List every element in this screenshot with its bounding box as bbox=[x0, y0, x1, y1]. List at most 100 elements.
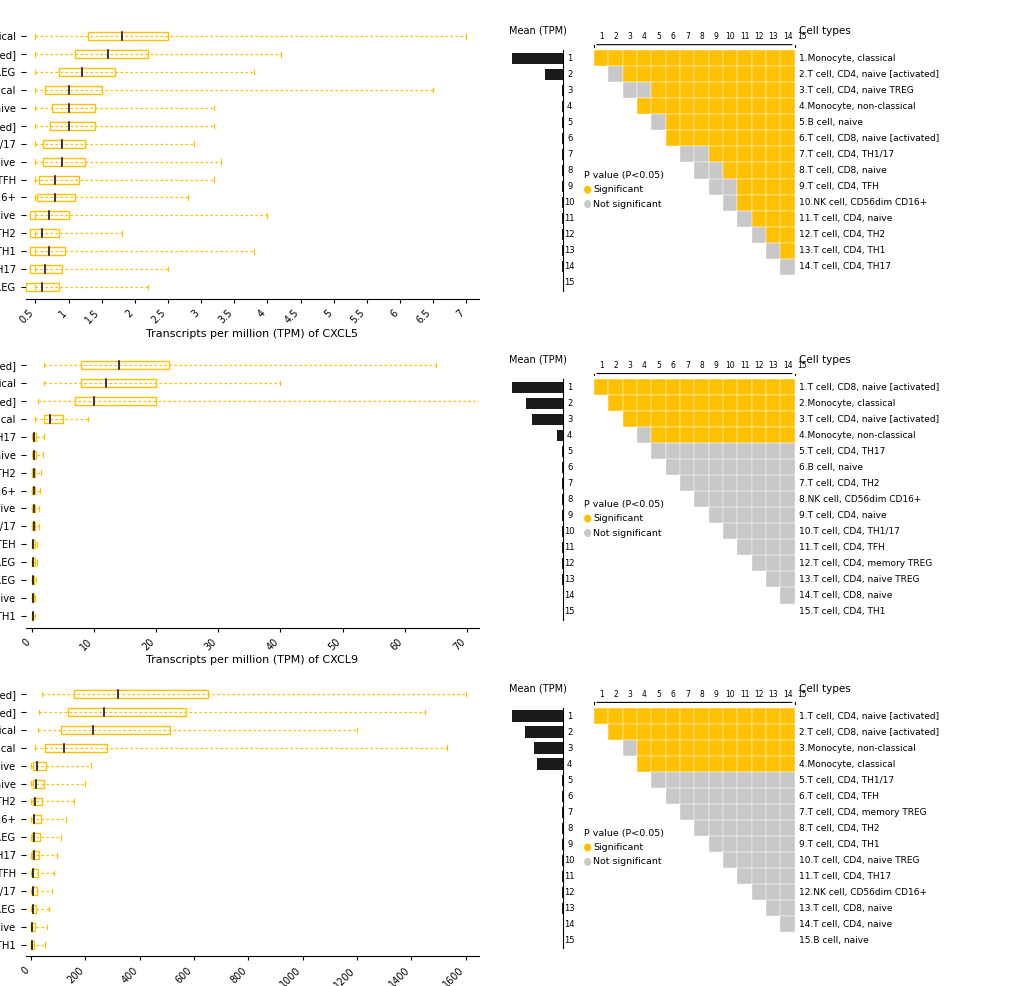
Bar bbox=[33, 487, 36, 494]
Bar bbox=[765, 740, 780, 756]
Bar bbox=[780, 395, 794, 411]
Bar bbox=[722, 395, 737, 411]
Text: 7: 7 bbox=[684, 361, 689, 371]
Text: Cell types: Cell types bbox=[798, 355, 850, 365]
Bar bbox=[694, 820, 708, 836]
Text: 6: 6 bbox=[567, 792, 572, 801]
Bar bbox=[31, 211, 68, 219]
Bar bbox=[44, 140, 85, 148]
Bar bbox=[637, 66, 651, 83]
Bar bbox=[751, 459, 765, 475]
Bar bbox=[765, 756, 780, 772]
Text: 3: 3 bbox=[567, 743, 572, 752]
Bar bbox=[708, 83, 722, 99]
Bar bbox=[751, 194, 765, 211]
Bar bbox=[32, 941, 35, 949]
Bar bbox=[722, 66, 737, 83]
Text: 1: 1 bbox=[567, 712, 572, 721]
Bar bbox=[665, 740, 680, 756]
Bar bbox=[31, 265, 62, 273]
Bar bbox=[751, 805, 765, 820]
Bar bbox=[765, 147, 780, 163]
Bar bbox=[780, 243, 794, 258]
Bar bbox=[680, 380, 694, 395]
Bar bbox=[751, 788, 765, 805]
Bar bbox=[737, 820, 751, 836]
Bar bbox=[737, 788, 751, 805]
Bar bbox=[680, 83, 694, 99]
Bar bbox=[737, 524, 751, 539]
Bar bbox=[722, 524, 737, 539]
Text: 1.Monocyte, classical: 1.Monocyte, classical bbox=[798, 54, 895, 63]
Text: 3: 3 bbox=[627, 690, 632, 699]
Bar bbox=[608, 708, 623, 724]
Bar bbox=[74, 690, 208, 698]
Text: 9: 9 bbox=[567, 182, 572, 191]
Bar bbox=[765, 572, 780, 588]
Bar bbox=[722, 50, 737, 66]
Bar bbox=[608, 66, 623, 83]
Text: 6.T cell, CD8, naive [activated]: 6.T cell, CD8, naive [activated] bbox=[798, 134, 938, 143]
Text: Significant: Significant bbox=[593, 185, 643, 194]
Bar bbox=[31, 247, 65, 255]
Bar bbox=[680, 66, 694, 83]
Text: 12.T cell, CD4, TH2: 12.T cell, CD4, TH2 bbox=[798, 230, 884, 239]
Bar bbox=[780, 852, 794, 869]
Bar bbox=[37, 193, 75, 201]
Bar bbox=[708, 805, 722, 820]
Bar bbox=[722, 491, 737, 508]
Text: 2.Monocyte, classical: 2.Monocyte, classical bbox=[798, 398, 895, 407]
Bar bbox=[665, 708, 680, 724]
Bar bbox=[737, 869, 751, 884]
Bar bbox=[722, 724, 737, 740]
Text: 13: 13 bbox=[564, 575, 575, 584]
Bar bbox=[33, 505, 35, 513]
Text: 9: 9 bbox=[713, 690, 717, 699]
Bar bbox=[708, 475, 722, 491]
Bar bbox=[637, 756, 651, 772]
Bar bbox=[751, 756, 765, 772]
Bar bbox=[722, 805, 737, 820]
Bar bbox=[651, 427, 665, 444]
Bar bbox=[694, 147, 708, 163]
Bar bbox=[708, 444, 722, 459]
Bar bbox=[651, 411, 665, 427]
Text: 8: 8 bbox=[699, 33, 703, 41]
Bar bbox=[737, 491, 751, 508]
Text: 1.T cell, CD8, naive [activated]: 1.T cell, CD8, naive [activated] bbox=[798, 383, 938, 391]
Text: 8.T cell, CD8, naive: 8.T cell, CD8, naive bbox=[798, 166, 886, 175]
Bar bbox=[680, 708, 694, 724]
Text: 3: 3 bbox=[627, 361, 632, 371]
Bar bbox=[89, 33, 168, 40]
X-axis label: Transcripts per million (TPM) of CXCL5: Transcripts per million (TPM) of CXCL5 bbox=[147, 328, 358, 338]
Bar bbox=[737, 724, 751, 740]
Bar bbox=[665, 83, 680, 99]
Bar bbox=[39, 176, 78, 183]
Bar bbox=[780, 114, 794, 130]
Bar bbox=[694, 708, 708, 724]
Bar bbox=[751, 836, 765, 852]
Bar bbox=[694, 491, 708, 508]
Bar bbox=[32, 576, 34, 584]
Bar bbox=[61, 726, 169, 734]
Bar bbox=[694, 99, 708, 114]
Text: 5: 5 bbox=[655, 33, 660, 41]
Bar bbox=[780, 444, 794, 459]
Text: 14: 14 bbox=[782, 361, 792, 371]
Bar bbox=[82, 380, 156, 387]
Bar bbox=[44, 158, 85, 166]
Bar bbox=[680, 788, 694, 805]
Bar bbox=[680, 50, 694, 66]
Bar bbox=[680, 805, 694, 820]
Bar bbox=[593, 380, 608, 395]
Bar bbox=[765, 836, 780, 852]
Bar bbox=[708, 380, 722, 395]
Bar bbox=[708, 820, 722, 836]
Bar bbox=[737, 836, 751, 852]
Bar bbox=[694, 83, 708, 99]
Bar bbox=[780, 380, 794, 395]
Bar bbox=[780, 572, 794, 588]
Bar bbox=[737, 740, 751, 756]
Text: 9: 9 bbox=[567, 511, 572, 520]
Text: 5.B cell, naive: 5.B cell, naive bbox=[798, 118, 862, 127]
